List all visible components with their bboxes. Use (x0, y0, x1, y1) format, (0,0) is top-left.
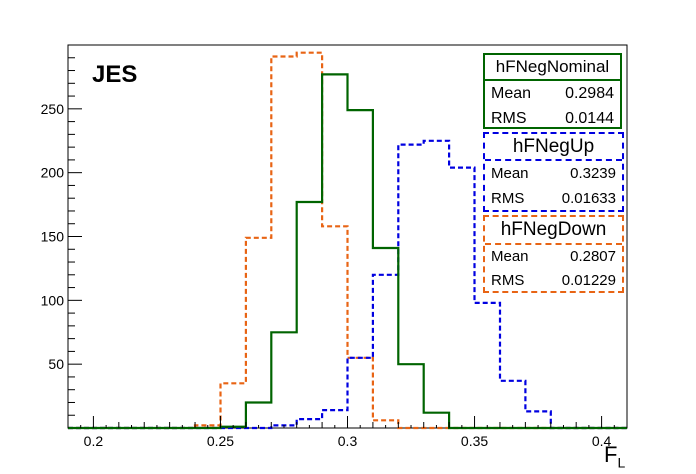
stats-box-down: hFNegDown Mean 0.2807 RMS 0.01229 (483, 215, 624, 293)
stats-row-mean-nominal: Mean 0.2984 (485, 81, 620, 106)
x-tick-label: 0.3 (338, 433, 358, 449)
rms-value: 0.01633 (561, 190, 616, 207)
rms-label: RMS (491, 190, 525, 207)
stats-title-down: hFNegDown (485, 217, 622, 245)
stats-box-up: hFNegUp Mean 0.3239 RMS 0.01633 (483, 132, 624, 212)
stats-row-mean-down: Mean 0.2807 (485, 245, 622, 269)
x-tick-label: 0.2 (84, 433, 104, 449)
y-tick-label: 200 (41, 165, 65, 181)
mean-value: 0.2807 (570, 248, 616, 265)
y-tick-label: 50 (48, 356, 64, 372)
mean-label: Mean (491, 165, 529, 182)
rms-label: RMS (491, 110, 527, 127)
x-axis-label-main: F (604, 442, 618, 467)
mean-value: 0.3239 (570, 165, 616, 182)
x-axis-label: FL (604, 442, 625, 470)
y-tick-label: 150 (41, 229, 65, 245)
mean-label: Mean (491, 248, 529, 265)
chart-annotation: JES (92, 61, 138, 88)
x-axis-label-subscript: L (617, 454, 626, 471)
x-tick-label: 0.4 (592, 433, 612, 449)
stats-row-mean-up: Mean 0.3239 (485, 161, 622, 186)
stats-row-rms-down: RMS 0.01229 (485, 269, 622, 293)
stats-box-nominal: hFNegNominal Mean 0.2984 RMS 0.0144 (483, 53, 622, 129)
y-tick-label: 250 (41, 101, 65, 117)
rms-value: 0.01229 (561, 272, 616, 289)
series-hFNegNominal (68, 73, 627, 430)
mean-label: Mean (491, 85, 532, 102)
stats-row-rms-up: RMS 0.01633 (485, 186, 622, 211)
mean-value: 0.2984 (565, 85, 614, 102)
x-tick-label: 0.25 (207, 433, 234, 449)
y-tick-label: 100 (41, 292, 65, 308)
axis-layer: 0.2 0.25 0.3 0.35 0.4 50 100 150 200 250 (41, 57, 628, 449)
x-tick-label: 0.35 (461, 433, 488, 449)
stats-title-up: hFNegUp (485, 134, 622, 161)
stats-row-rms-nominal: RMS 0.0144 (485, 106, 620, 131)
rms-value: 0.0144 (565, 110, 614, 127)
stats-title-nominal: hFNegNominal (485, 55, 620, 81)
rms-label: RMS (491, 272, 525, 289)
series-layer (68, 51, 627, 430)
